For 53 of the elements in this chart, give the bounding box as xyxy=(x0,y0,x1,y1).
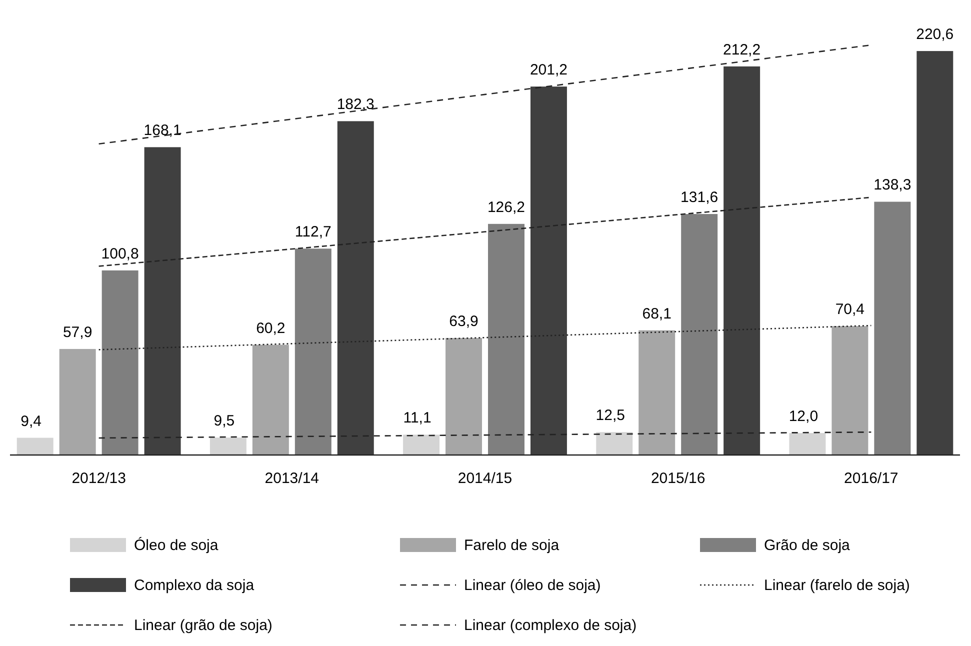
bar xyxy=(59,348,96,455)
data-label: 70,4 xyxy=(835,301,865,318)
legend-label: Linear (óleo de soja) xyxy=(464,577,601,594)
bar xyxy=(446,338,482,455)
data-label: 57,9 xyxy=(62,324,92,341)
data-label: 201,2 xyxy=(530,62,568,79)
data-label: 182,3 xyxy=(336,96,374,114)
x-tick-label: 2016/17 xyxy=(844,470,898,487)
bar xyxy=(596,432,633,455)
legend-label: Linear (grão de soja) xyxy=(134,617,272,634)
x-tick-label: 2013/14 xyxy=(264,470,320,487)
data-label: 9,5 xyxy=(214,412,235,430)
data-label: 131,6 xyxy=(680,189,718,206)
bar xyxy=(681,214,718,455)
data-label: 126,2 xyxy=(487,198,526,216)
data-label: 63,9 xyxy=(449,312,478,330)
legend-label: Óleo de soja xyxy=(134,536,219,554)
bar xyxy=(403,434,440,455)
bar xyxy=(102,270,138,455)
legend-label: Farelo de soja xyxy=(464,537,560,554)
bar xyxy=(874,202,911,455)
data-label: 60,2 xyxy=(256,320,286,337)
data-label: 100,8 xyxy=(101,245,139,262)
bar xyxy=(294,248,332,455)
bar xyxy=(16,438,54,455)
x-tick-label: 2015/16 xyxy=(650,470,706,487)
bar xyxy=(724,66,760,455)
bar xyxy=(488,224,524,455)
bar xyxy=(210,438,246,455)
x-tick-label: 2014/15 xyxy=(458,470,512,487)
legend-label: Linear (complexo de soja) xyxy=(464,617,637,634)
data-label: 220,6 xyxy=(916,26,954,44)
legend-label: Linear (farelo de soja) xyxy=(764,577,910,594)
bar xyxy=(789,433,826,455)
bar xyxy=(530,86,567,455)
data-label: 138,3 xyxy=(874,176,912,194)
bar xyxy=(832,326,868,455)
bar xyxy=(337,121,374,455)
bar xyxy=(916,51,954,455)
data-label: 12,5 xyxy=(596,407,625,424)
data-label: 12,0 xyxy=(788,408,818,426)
x-tick-label: 2012/13 xyxy=(72,470,126,487)
data-label: 11,1 xyxy=(403,410,432,427)
legend-label: Complexo da soja xyxy=(134,577,255,594)
data-label: 168,1 xyxy=(144,122,182,140)
data-label: 9,4 xyxy=(20,412,42,430)
data-label: 212,2 xyxy=(723,41,761,58)
bar xyxy=(638,330,676,455)
data-label: 112,7 xyxy=(294,224,332,241)
data-label: 68,1 xyxy=(642,305,672,322)
legend-label: Grão de soja xyxy=(764,537,851,554)
bar xyxy=(144,147,181,455)
bar xyxy=(252,344,289,455)
